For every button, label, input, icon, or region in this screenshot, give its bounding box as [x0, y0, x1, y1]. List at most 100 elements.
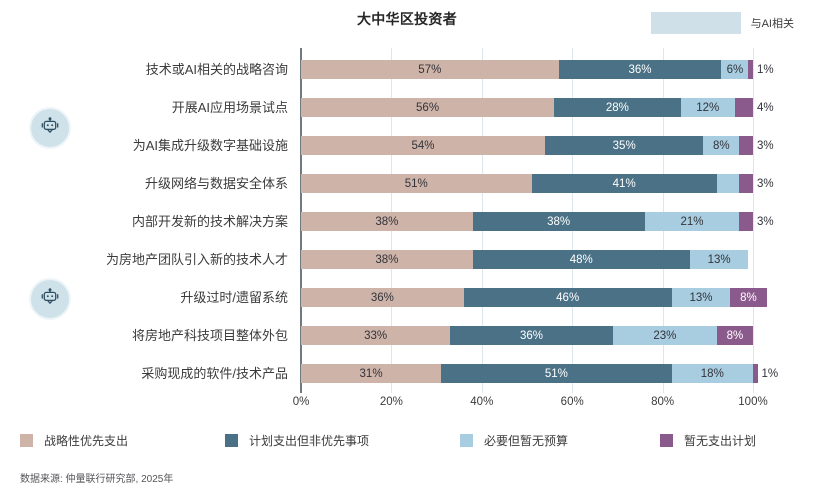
category-label: 为AI集成升级数字基础设施: [132, 138, 288, 153]
segment-value: 8%: [726, 329, 744, 342]
segment-value: 41%: [612, 177, 636, 190]
bar-segment: 12%: [680, 98, 735, 117]
bar-segment: 28%: [554, 98, 681, 117]
bar-segment: 8%: [730, 288, 767, 307]
segment-value: 8%: [713, 139, 730, 152]
bar-row: 为房地产团队引入新的技术人才 38% 48% 13%: [0, 240, 814, 278]
bar-segment: [716, 174, 740, 193]
segment-value: 36%: [520, 329, 544, 342]
segment-value: 38%: [375, 253, 399, 266]
x-tick-label: 0%: [292, 396, 310, 408]
source-note: 数据来源: 仲量联行研究部, 2025年: [20, 474, 174, 485]
bar-segment: 23%: [612, 326, 717, 345]
bar-row: 升级网络与数据安全体系 51% 41% 3%: [0, 164, 814, 202]
legend-label: 必要但暂无预算: [484, 433, 569, 448]
ai-related-legend: 与AI相关: [650, 12, 794, 34]
bar-segment: 36%: [558, 60, 722, 79]
legend-item[interactable]: 战略性优先支出: [20, 432, 128, 449]
bar-segment: [739, 174, 753, 193]
robot-icon: [29, 278, 71, 320]
category-label: 采购现成的软件/技术产品: [141, 366, 288, 381]
x-axis-ticks: 0% 20% 40% 60% 80% 100%: [0, 396, 814, 412]
bar-segment: 51%: [441, 364, 672, 383]
segment-value: 54%: [411, 139, 435, 152]
segment-value-outside: 3%: [757, 177, 774, 190]
bar-segment: 33%: [301, 326, 451, 345]
bar-row: 内部开发新的技术解决方案 38% 38% 21% 3%: [0, 202, 814, 240]
bar-segment: 38%: [301, 212, 473, 231]
segment-value: 36%: [370, 291, 394, 304]
bar-segment: 35%: [545, 136, 704, 155]
legend-swatch: [660, 433, 673, 447]
bar-segment: 13%: [689, 250, 749, 269]
bar-segment: 18%: [671, 364, 753, 383]
bar-segment: 48%: [472, 250, 690, 269]
bar-segment: 8%: [703, 136, 740, 155]
legend-swatch: [20, 433, 33, 447]
x-tick-label: 20%: [379, 396, 403, 408]
segment-value-outside: 3%: [757, 215, 774, 228]
segment-value-outside: 3%: [757, 139, 774, 152]
stacked-bar: 36% 46% 13% 8%: [301, 288, 767, 307]
category-label: 将房地产科技项目整体外包: [131, 328, 288, 343]
legend-item[interactable]: 计划支出但非优先事项: [225, 432, 369, 449]
segment-value: 38%: [375, 215, 399, 228]
bar-segment: [752, 364, 758, 383]
bar-segment: 46%: [463, 288, 672, 307]
segment-value: 48%: [569, 253, 593, 266]
bar-segment: 21%: [644, 212, 740, 231]
gridline-100: [753, 48, 754, 393]
segment-value: 18%: [700, 367, 724, 380]
page-title: 大中华区投资者: [356, 11, 458, 27]
ai-related-label: 与AI相关: [750, 18, 794, 30]
segment-value: 51%: [544, 367, 568, 380]
segment-value: 35%: [612, 139, 636, 152]
legend-item[interactable]: 必要但暂无预算: [460, 432, 568, 449]
chart-plot-area: 技术或AI相关的战略咨询 57% 36% 6% 1% 开展AI应用场景试点 56% 28% 12…: [0, 46, 814, 393]
bar-segment: [734, 98, 753, 117]
bar-segment: [739, 136, 753, 155]
stacked-bar: 38% 38% 21%: [301, 212, 753, 231]
category-label: 升级网络与数据安全体系: [144, 176, 288, 191]
segment-value: 12%: [696, 101, 720, 114]
legend-label: 战略性优先支出: [44, 433, 129, 448]
category-label: 开展AI应用场景试点: [171, 100, 288, 115]
segment-value: 13%: [689, 291, 713, 304]
bar-segment: 54%: [301, 136, 546, 155]
stacked-bar: 57% 36% 6%: [301, 60, 753, 79]
bar-segment: 38%: [472, 212, 645, 231]
bar-segment: 36%: [301, 288, 464, 307]
segment-value: 21%: [680, 215, 704, 228]
bar-segment: [748, 60, 753, 79]
bar-segment: 56%: [301, 98, 555, 117]
segment-value-outside: 1%: [761, 367, 779, 380]
segment-value: 57%: [418, 63, 442, 76]
segment-value: 8%: [740, 291, 757, 304]
x-tick-label: 100%: [738, 396, 768, 408]
robot-icon: [29, 107, 71, 149]
bar-row: 将房地产科技项目整体外包 33% 36% 23% 8%: [0, 316, 814, 354]
stacked-bar: 38% 48% 13%: [301, 250, 749, 269]
x-tick-label: 80%: [651, 396, 675, 408]
stacked-bar: 54% 35% 8%: [301, 136, 753, 155]
segment-value-outside: 4%: [757, 101, 774, 114]
segment-value: 46%: [556, 291, 580, 304]
segment-value: 36%: [628, 63, 652, 76]
bar-segment: 51%: [301, 174, 532, 193]
segment-value: 13%: [707, 253, 731, 266]
bar-segment: 31%: [301, 364, 442, 383]
bar-row: 升级过时/遗留系统 36% 46% 13% 8%: [0, 278, 814, 316]
category-label: 升级过时/遗留系统: [180, 290, 288, 305]
bar-segment: 36%: [450, 326, 613, 345]
bar-row: 开展AI应用场景试点 56% 28% 12% 4%: [0, 88, 814, 126]
segment-value: 31%: [359, 367, 383, 380]
segment-value: 6%: [726, 63, 744, 76]
bar-row: 为AI集成升级数字基础设施 54% 35% 8% 3%: [0, 126, 814, 164]
stacked-bar: 33% 36% 23% 8%: [301, 326, 753, 345]
legend-item[interactable]: 暂无支出计划: [660, 432, 756, 449]
category-label: 为房地产团队引入新的技术人才: [105, 252, 288, 267]
x-tick-label: 40%: [470, 396, 494, 408]
segment-value: 23%: [653, 329, 677, 342]
segment-value: 28%: [605, 101, 629, 114]
bar-segment: 41%: [531, 174, 717, 193]
